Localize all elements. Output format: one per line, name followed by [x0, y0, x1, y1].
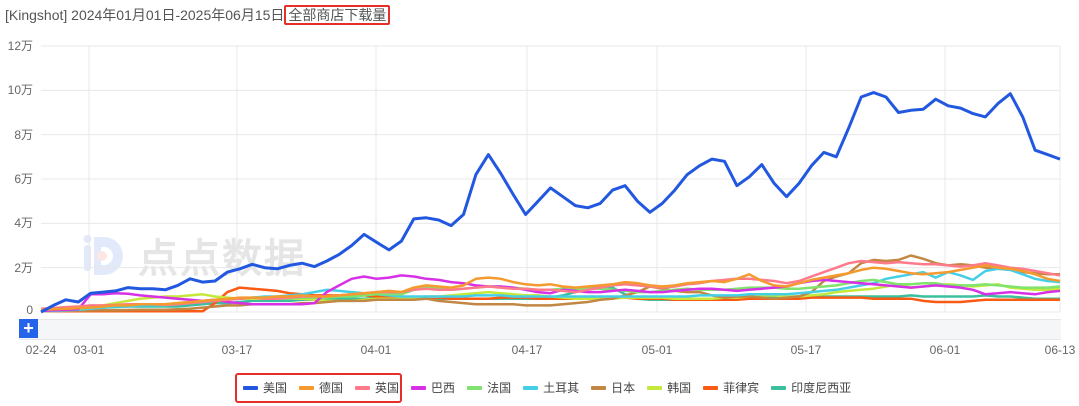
y-tick-label: 6万: [14, 172, 33, 186]
series-line[interactable]: [40, 254, 1060, 313]
legend-swatch-icon: [355, 385, 371, 390]
datazoom-slider[interactable]: [19, 319, 1061, 340]
legend-swatch-icon: [591, 385, 607, 390]
legend-label: 菲律宾: [723, 381, 760, 395]
legend-label: 德国: [319, 381, 344, 395]
legend-label: 法国: [487, 381, 512, 395]
zoom-plus-button[interactable]: +: [19, 319, 38, 338]
legend-swatch-icon: [523, 385, 539, 390]
legend-label: 韩国: [667, 381, 692, 395]
watermark-logo-icon: [80, 231, 128, 279]
y-tick-label: 0: [26, 303, 33, 317]
x-tick-label: 05-17: [790, 343, 822, 357]
x-tick-label: 02-24: [25, 343, 57, 357]
y-tick-label: 12万: [7, 39, 33, 53]
x-tick-label: 06-01: [929, 343, 961, 357]
legend-item[interactable]: 韩国: [647, 379, 691, 396]
legend-highlight-box: [235, 373, 402, 403]
legend-swatch-icon: [411, 385, 427, 390]
x-tick-label: 04-17: [511, 343, 543, 357]
chart-title: [Kingshot] 2024年01月01日-2025年06月15日 全部商店下载…: [5, 5, 391, 25]
app-tag: [Kingshot]: [5, 7, 68, 23]
x-tick-label: 03-01: [73, 343, 105, 357]
legend-item[interactable]: 日本: [591, 379, 635, 396]
legend-item[interactable]: 土耳其: [523, 379, 579, 396]
legend-label: 印度尼西亚: [791, 381, 852, 395]
x-tick-label: 04-01: [360, 343, 392, 357]
y-tick-label: 10万: [7, 83, 33, 98]
legend-item[interactable]: 美国: [243, 379, 287, 396]
legend-label: 日本: [611, 381, 636, 395]
series-line[interactable]: [40, 91, 1061, 314]
legend-item[interactable]: 巴西: [411, 379, 455, 396]
legend-item[interactable]: 德国: [299, 379, 343, 396]
x-tick-label: 03-17: [221, 343, 253, 357]
legend-swatch-icon: [771, 385, 787, 390]
date-range: 2024年01月01日-2025年06月15日: [71, 7, 285, 23]
legend-item[interactable]: 菲律宾: [703, 379, 759, 396]
legend-label: 土耳其: [543, 381, 580, 395]
y-tick-label: 4万: [14, 216, 33, 231]
legend-swatch-icon: [467, 385, 483, 390]
legend-swatch-icon: [243, 385, 258, 390]
watermark-text: 点点数据: [138, 237, 306, 281]
legend-item[interactable]: 印度尼西亚: [771, 379, 851, 396]
legend: 美国 德国 英国 巴西 法国 土耳其 日本 韩国 菲律宾 印度尼西亚: [243, 379, 863, 396]
legend-swatch-icon: [703, 385, 719, 390]
metric-label: 全部商店下载量: [284, 5, 391, 25]
y-tick-label: 2万: [14, 260, 33, 275]
legend-label: 巴西: [431, 381, 456, 395]
series-line[interactable]: [40, 264, 1061, 312]
legend-label: 美国: [263, 381, 288, 395]
x-tick-label: 05-01: [641, 343, 673, 357]
legend-swatch-icon: [647, 385, 663, 390]
watermark: 点点数据: [80, 226, 306, 284]
y-tick-label: 8万: [14, 127, 33, 142]
legend-item[interactable]: 英国: [355, 379, 399, 396]
legend-item[interactable]: 法国: [467, 379, 511, 396]
x-tick-label: 06-13: [1044, 343, 1076, 357]
legend-label: 英国: [375, 381, 400, 395]
legend-swatch-icon: [299, 385, 315, 390]
